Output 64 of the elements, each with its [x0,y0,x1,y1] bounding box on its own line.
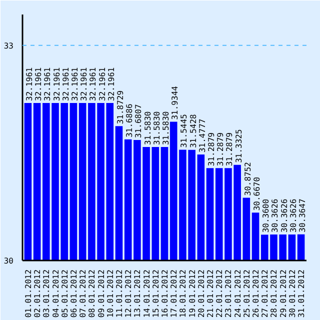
x-tick-label: 03.01.2012 [42,269,52,318]
y-tick-label: 33 [4,41,14,50]
data-label: 32.1961 [61,67,70,101]
x-tick-label: 02.01.2012 [33,269,42,318]
data-label: 30.6670 [252,176,262,211]
data-label: 32.1961 [43,67,52,101]
data-label: 30.3626 [280,198,289,232]
x-tick-label: 21.01.2012 [206,269,216,318]
x-tick-label: 20.01.2012 [196,269,206,318]
data-label: 30.3600 [262,198,271,233]
data-label: 30.3647 [298,198,308,232]
data-label: 32.1961 [24,67,34,101]
x-tick-label: 29.01.2012 [278,269,288,318]
data-label: 31.2879 [216,132,226,166]
data-label: 31.6807 [134,104,144,138]
data-label: 31.2879 [207,132,216,166]
x-tick-label: 30.01.2012 [288,269,297,318]
data-label: 32.1961 [98,67,107,101]
x-tick-label: 23.01.2012 [224,269,234,318]
x-tick-label: 10.01.2012 [106,269,115,318]
x-tick-label: 31.01.2012 [297,269,306,318]
data-label: 31.8729 [116,90,125,124]
data-label: 30.8752 [243,162,252,196]
x-tick-label: 28.01.2012 [270,269,279,318]
x-tick-label: 18.01.2012 [178,269,188,318]
x-tick-label: 25.01.2012 [242,269,252,318]
x-tick-label: 13.01.2012 [133,269,142,318]
x-tick-label: 17.01.2012 [170,269,179,318]
data-label: 32.1961 [106,67,116,101]
data-label: 31.5445 [180,114,189,148]
x-tick-label: 14.01.2012 [142,269,152,318]
x-tick-label: 05.01.2012 [60,269,70,318]
x-tick-label: 26.01.2012 [252,269,261,318]
x-tick-label: 04.01.2012 [51,269,60,318]
data-label: 31.5830 [162,111,170,145]
data-label: 30.3626 [288,198,298,232]
data-label: 32.1961 [70,67,80,101]
x-tick-label: 06.01.2012 [69,269,78,318]
data-label: 31.5830 [143,111,152,145]
y-tick-label: 30 [4,256,14,266]
x-tick-label: 08.01.2012 [88,269,97,318]
data-label: 30.3626 [270,198,280,232]
data-label: 32.1961 [80,67,89,101]
data-label: 31.5428 [188,114,198,148]
data-label: 31.2879 [225,132,234,166]
x-tick-label: 07.01.2012 [78,269,88,318]
x-tick-label: 22.01.2012 [215,269,224,318]
x-tick-label: 09.01.2012 [96,269,106,318]
x-tick-label: 12.01.2012 [124,269,134,318]
data-label: 32.1961 [88,67,98,101]
data-label: 31.9344 [170,86,180,120]
data-label: 31.3325 [234,129,244,163]
data-label: 32.1961 [52,67,62,101]
data-label: 32.1961 [34,67,44,101]
data-label: 31.5830 [152,111,162,145]
data-label: 31.6886 [125,103,134,138]
x-tick-label: 15.01.2012 [151,269,160,318]
x-tick-label: 27.01.2012 [260,269,270,318]
x-tick-label: 11.01.2012 [114,269,124,318]
data-label: 31.4777 [198,118,207,153]
x-tick-label: 16.01.2012 [160,269,170,318]
x-tick-label: 01.01.2012 [24,269,33,318]
x-tick-label: 24.01.2012 [233,269,242,318]
x-tick-label: 19.01.2012 [188,269,197,318]
